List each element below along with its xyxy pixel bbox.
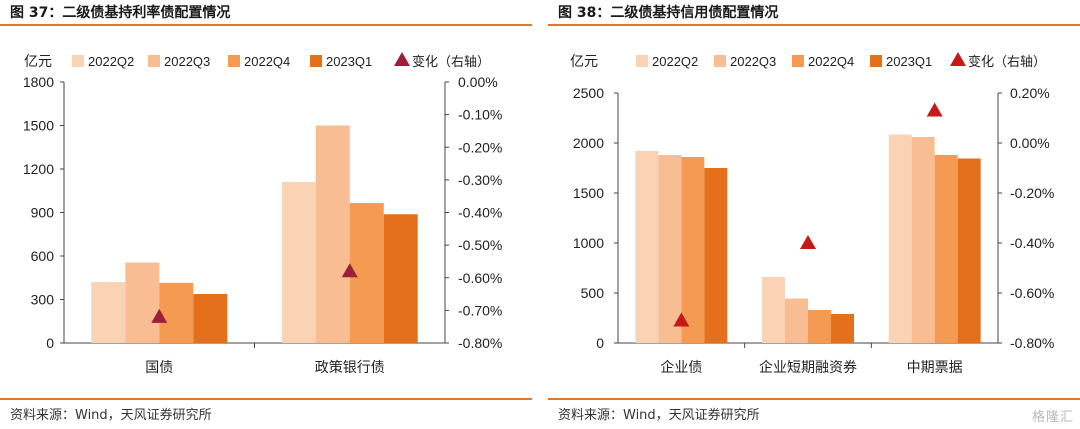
left-axis-tick-label: 500 — [581, 285, 605, 301]
change-marker-triangle — [800, 235, 816, 249]
legend-swatch — [714, 55, 726, 67]
legend-marker-triangle — [950, 52, 966, 66]
source-note: 资料来源：Wind，天风证券研究所 — [10, 408, 212, 423]
legend-swatch — [792, 55, 804, 67]
left-axis-tick-label: 0 — [46, 335, 54, 351]
change-marker-triangle — [341, 263, 358, 278]
left-axis-tick-label: 2000 — [573, 135, 604, 151]
right-axis-tick-label: -0.20% — [458, 139, 502, 155]
legend-swatch — [310, 55, 322, 67]
right-axis-tick-label: -0.30% — [458, 172, 502, 188]
legend-label: 2022Q4 — [244, 54, 290, 69]
legend-swatch — [228, 55, 240, 67]
legend-label: 2022Q3 — [164, 54, 210, 69]
legend-label: 变化（右轴） — [412, 54, 490, 69]
bar — [635, 151, 659, 343]
legend-marker-triangle — [394, 52, 410, 66]
bar — [888, 134, 912, 343]
bar — [681, 157, 705, 343]
watermark-logo: 格隆汇 — [1031, 410, 1074, 425]
legend-swatch — [148, 55, 160, 67]
title-rule — [0, 24, 532, 26]
change-marker-triangle — [673, 312, 690, 327]
category-label: 国债 — [145, 359, 173, 375]
left-axis-tick-label: 2500 — [573, 85, 604, 101]
bar — [281, 182, 316, 343]
left-axis-tick-label: 300 — [31, 292, 55, 308]
right-axis-tick-label: -0.40% — [1010, 235, 1054, 251]
legend-label: 2022Q4 — [808, 54, 854, 69]
right-axis-tick-label: -0.80% — [1010, 335, 1054, 351]
bar — [193, 293, 228, 343]
left-axis-tick-label: 1200 — [23, 161, 54, 177]
left-axis-tick-label: 1500 — [573, 185, 604, 201]
legend-label: 2022Q3 — [730, 54, 776, 69]
legend-label: 2022Q2 — [88, 54, 134, 69]
figure-title: 图 37：二级债基持利率债配置情况 — [10, 5, 231, 21]
legend-label: 2023Q1 — [326, 54, 372, 69]
bar — [658, 155, 682, 343]
right-axis-tick-label: -0.10% — [458, 107, 502, 123]
legend-label: 2023Q1 — [886, 54, 932, 69]
right-axis-tick-label: -0.70% — [458, 302, 502, 318]
bar — [934, 155, 958, 343]
left-axis-tick-label: 1800 — [23, 74, 54, 90]
y-axis-unit-label: 亿元 — [24, 53, 52, 69]
category-label: 企业短期融资券 — [759, 359, 857, 375]
source-rule — [0, 398, 532, 400]
bar — [159, 282, 194, 343]
bar — [349, 203, 384, 343]
right-axis-tick-label: -0.60% — [458, 270, 502, 286]
left-axis-tick-label: 900 — [31, 205, 55, 221]
bar — [831, 314, 854, 343]
left-axis-tick-label: 0 — [596, 335, 604, 351]
bar — [957, 158, 981, 343]
source-rule — [548, 398, 1080, 400]
legend-swatch — [870, 55, 882, 67]
category-label: 政策银行债 — [315, 359, 385, 375]
bar — [762, 277, 785, 343]
right-axis-tick-label: -0.60% — [1010, 285, 1054, 301]
right-axis-tick-label: -0.50% — [458, 237, 502, 253]
change-marker-triangle — [151, 308, 168, 323]
bar — [125, 262, 160, 343]
y-axis-unit-label: 亿元 — [570, 53, 598, 69]
legend-swatch — [636, 55, 648, 67]
right-axis-tick-label: -0.20% — [1010, 185, 1054, 201]
bar — [704, 168, 728, 343]
left-axis-tick-label: 1000 — [573, 235, 604, 251]
figure-37-panel: 图 37：二级债基持利率债配置情况 亿元 2022Q2 2022Q3 2022Q4 20… — [0, 0, 532, 429]
right-axis-tick-label: 0.20% — [1010, 85, 1050, 101]
bar — [911, 137, 935, 343]
rate-bond-bar-chart: 亿元 2022Q2 2022Q3 2022Q4 2023Q1 变化（右轴） 0 300 600 9… — [23, 52, 502, 375]
source-note: 资料来源：Wind，天风证券研究所 — [558, 408, 760, 423]
legend-swatch — [72, 55, 84, 67]
bar — [808, 310, 831, 343]
left-axis-tick-label: 600 — [31, 248, 55, 264]
title-rule — [548, 24, 1080, 26]
figure-title: 图 38：二级债基持信用债配置情况 — [558, 5, 779, 21]
right-axis-tick-label: -0.80% — [458, 335, 502, 351]
right-axis-tick-label: 0.00% — [458, 74, 498, 90]
legend-label: 2022Q2 — [652, 54, 698, 69]
right-axis-tick-label: -0.40% — [458, 205, 502, 221]
left-axis-tick-label: 1500 — [23, 118, 54, 134]
category-label: 中期票据 — [907, 359, 963, 375]
figure-38-panel: 图 38：二级债基持信用债配置情况 亿元 2022Q2 2022Q3 2022Q4 20… — [548, 0, 1080, 429]
category-label: 企业债 — [660, 359, 702, 375]
right-axis-tick-label: 0.00% — [1010, 135, 1050, 151]
bar — [315, 125, 350, 343]
change-marker-triangle — [926, 102, 943, 117]
bar — [383, 214, 418, 343]
credit-bond-bar-chart: 亿元 2022Q2 2022Q3 2022Q4 2023Q1 变化（右轴） 0 500 1000… — [570, 52, 1054, 375]
bar — [785, 298, 808, 343]
bar — [91, 282, 126, 343]
legend-label: 变化（右轴） — [968, 54, 1046, 69]
